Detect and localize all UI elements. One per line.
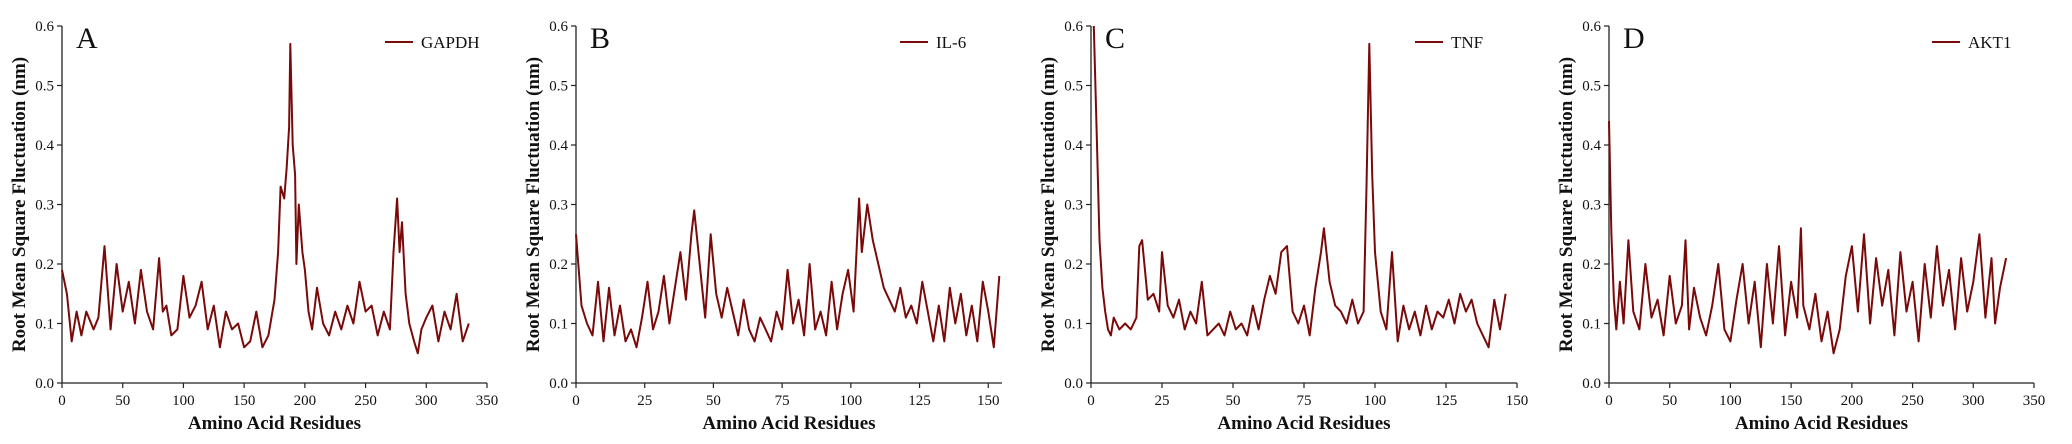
legend-label: AKT1 <box>1968 33 2011 52</box>
y-tick-label: 0.6 <box>1582 19 1601 35</box>
y-tick-label: 0.5 <box>1064 79 1083 95</box>
x-axis-title: Amino Acid Residues <box>1217 413 1390 434</box>
x-tick-label: 0 <box>572 393 580 409</box>
y-tick-label: 0.0 <box>549 376 568 392</box>
y-tick-label: 0.2 <box>1064 257 1083 273</box>
y-tick-label: 0.2 <box>549 257 568 273</box>
y-tick-label: 0.3 <box>1064 198 1083 214</box>
panel-label: B <box>590 22 610 55</box>
y-axis-title: Root Mean Square Fluctuation (nm) <box>9 57 30 352</box>
y-tick-label: 0.2 <box>1582 257 1601 273</box>
x-tick-label: 0 <box>1087 393 1095 409</box>
y-tick-label: 0.2 <box>35 257 54 273</box>
panel-label: D <box>1623 22 1645 55</box>
y-tick-label: 0.5 <box>1582 79 1601 95</box>
x-tick-label: 125 <box>1435 393 1458 409</box>
y-tick-label: 0.6 <box>1064 19 1083 35</box>
legend-label: TNF <box>1451 33 1483 52</box>
y-axis-title: Root Mean Square Fluctuation (nm) <box>523 57 544 352</box>
y-tick-label: 0.4 <box>35 138 54 154</box>
series-line-akt1 <box>1608 121 2008 355</box>
series-line-gapdh <box>61 42 470 355</box>
x-tick-label: 350 <box>2023 393 2046 409</box>
y-axis-title: Root Mean Square Fluctuation (nm) <box>1556 57 1577 352</box>
x-tick-label: 150 <box>233 393 256 409</box>
x-tick-label: 350 <box>476 393 499 409</box>
x-tick-label: 50 <box>1662 393 1677 409</box>
x-tick-label: 300 <box>415 393 438 409</box>
legend-label: IL-6 <box>936 33 966 52</box>
y-tick-label: 0.4 <box>549 138 568 154</box>
y-tick-label: 0.6 <box>35 19 54 35</box>
series-line-il-6 <box>575 197 1001 349</box>
x-tick-label: 250 <box>1901 393 1924 409</box>
x-tick-label: 300 <box>1962 393 1985 409</box>
x-axis-title: Amino Acid Residues <box>188 413 361 434</box>
x-tick-label: 25 <box>637 393 652 409</box>
x-tick-label: 25 <box>1155 393 1170 409</box>
x-axis-title: Amino Acid Residues <box>1735 413 1908 434</box>
y-axis-title: Root Mean Square Fluctuation (nm) <box>1038 57 1059 352</box>
x-tick-label: 125 <box>908 393 931 409</box>
y-tick-label: 0.5 <box>549 79 568 95</box>
x-tick-label: 100 <box>840 393 863 409</box>
y-tick-label: 0.1 <box>1582 317 1601 333</box>
x-tick-label: 100 <box>1719 393 1742 409</box>
chart-panel-d: 0.0 0.1 0.2 0.3 0.4 0.5 0.6 0 50 100 150 200 250 300 3… <box>1556 19 2045 434</box>
x-tick-label: 150 <box>1780 393 1803 409</box>
y-tick-label: 0.0 <box>1064 376 1083 392</box>
x-tick-label: 50 <box>1226 393 1241 409</box>
x-tick-label: 50 <box>115 393 130 409</box>
x-tick-label: 200 <box>294 393 317 409</box>
legend-label: GAPDH <box>421 33 480 52</box>
chart-panel-b: 0.0 0.1 0.2 0.3 0.4 0.5 0.6 0 25 50 75 100 125 150 Ami… <box>523 19 1002 434</box>
x-tick-label: 75 <box>775 393 790 409</box>
x-tick-label: 0 <box>58 393 66 409</box>
x-tick-label: 100 <box>172 393 195 409</box>
x-tick-label: 250 <box>354 393 377 409</box>
x-axis-title: Amino Acid Residues <box>702 413 875 434</box>
x-tick-label: 150 <box>1506 393 1529 409</box>
y-tick-label: 0.1 <box>35 317 54 333</box>
y-tick-label: 0.6 <box>549 19 568 35</box>
panel-label: A <box>76 22 98 55</box>
chart-panel-c: 0.0 0.1 0.2 0.3 0.4 0.5 0.6 0 25 50 75 100 125 150 Ami… <box>1038 19 1528 434</box>
y-tick-label: 0.1 <box>1064 317 1083 333</box>
y-tick-label: 0.3 <box>1582 198 1601 214</box>
panel-label: C <box>1105 22 1125 55</box>
x-tick-label: 100 <box>1364 393 1387 409</box>
y-tick-label: 0.4 <box>1064 138 1083 154</box>
y-tick-label: 0.4 <box>1582 138 1601 154</box>
y-tick-label: 0.0 <box>1582 376 1601 392</box>
x-tick-label: 200 <box>1841 393 1864 409</box>
y-tick-label: 0.1 <box>549 317 568 333</box>
chart-panel-a: 0.0 0.1 0.2 0.3 0.4 0.5 0.6 0 50 100 150 200 250 300 3… <box>9 19 498 434</box>
x-tick-label: 50 <box>706 393 721 409</box>
x-tick-label: 0 <box>1605 393 1613 409</box>
series-line-tnf <box>1092 25 1507 349</box>
y-tick-label: 0.3 <box>549 198 568 214</box>
x-tick-label: 75 <box>1297 393 1312 409</box>
y-tick-label: 0.0 <box>35 376 54 392</box>
x-tick-label: 150 <box>977 393 1000 409</box>
y-tick-label: 0.5 <box>35 79 54 95</box>
y-tick-label: 0.3 <box>35 198 54 214</box>
